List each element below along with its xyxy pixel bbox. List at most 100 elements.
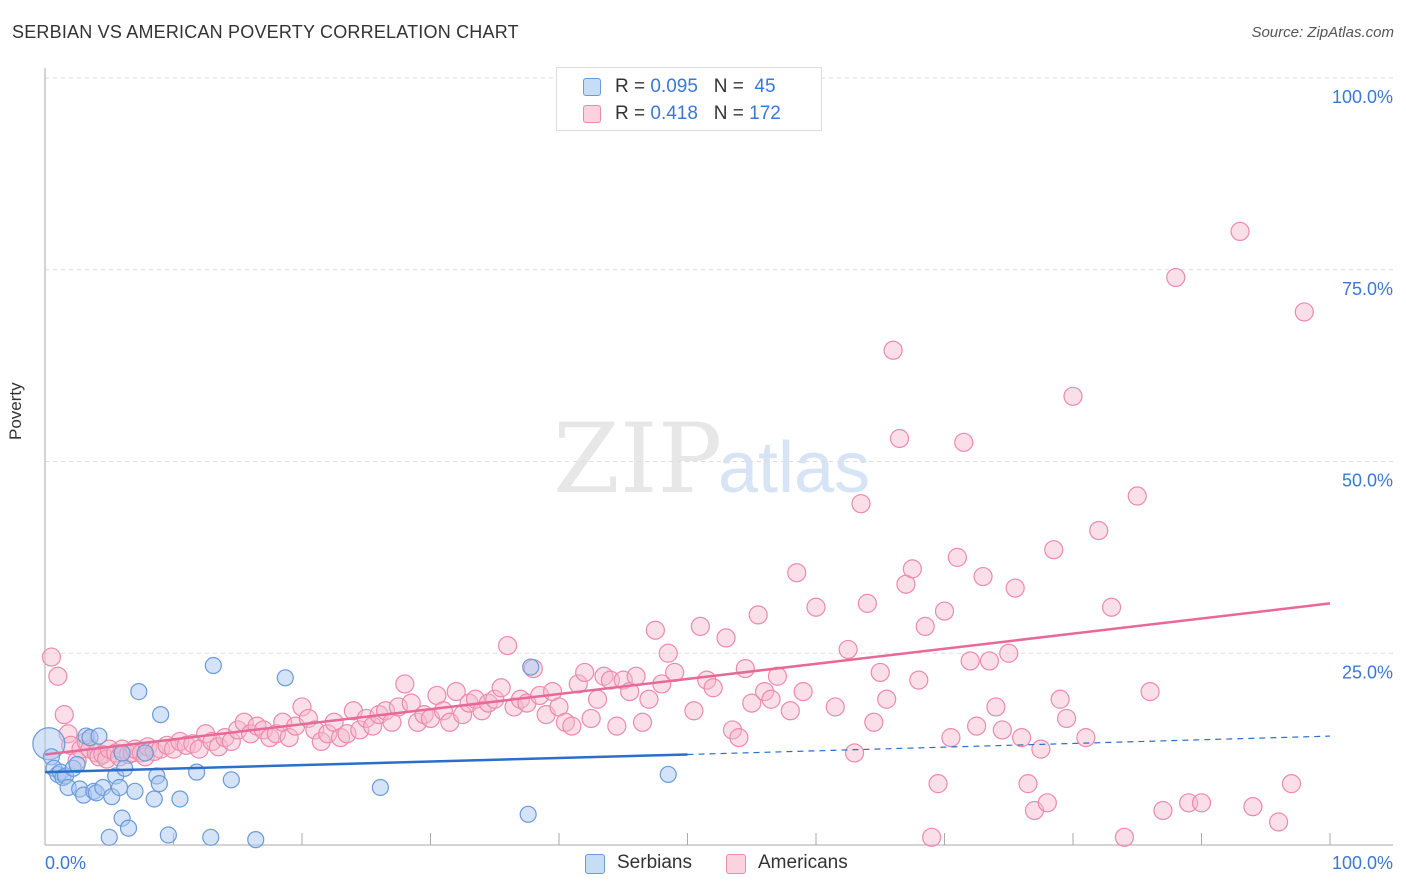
americans-point bbox=[690, 616, 710, 637]
americans-point bbox=[1089, 520, 1109, 541]
serbians-point bbox=[119, 819, 138, 837]
americans-point bbox=[613, 670, 633, 690]
americans-point bbox=[491, 678, 511, 698]
americans-point bbox=[1281, 774, 1302, 794]
americans-point bbox=[928, 774, 948, 794]
americans-point bbox=[1166, 267, 1186, 288]
americans-point bbox=[446, 681, 466, 702]
americans-point bbox=[1011, 728, 1032, 748]
americans-point bbox=[967, 716, 987, 736]
americans-point bbox=[658, 643, 678, 663]
americans-point bbox=[1127, 486, 1147, 506]
serbians-point bbox=[371, 778, 389, 797]
americans-point bbox=[729, 728, 749, 748]
stats-row-serbians: R = 0.095 N = 45 bbox=[557, 74, 821, 100]
americans-point bbox=[408, 712, 428, 732]
americans-point bbox=[1114, 827, 1135, 847]
americans-point bbox=[684, 701, 704, 721]
americans-point bbox=[202, 731, 222, 752]
serbians-point bbox=[145, 790, 163, 808]
americans-swatch bbox=[583, 105, 601, 123]
watermark: ZIP atlas bbox=[553, 403, 870, 515]
serbians-point bbox=[171, 790, 189, 808]
y-tick-label: 100.0% bbox=[1332, 87, 1393, 107]
americans-point bbox=[992, 720, 1012, 740]
y-tick-labels: 25.0% 50.0% 75.0% 100.0% bbox=[1332, 87, 1393, 682]
americans-point bbox=[954, 432, 974, 452]
serbians-trend-extension bbox=[687, 735, 1331, 756]
axes bbox=[44, 68, 1393, 846]
americans-point bbox=[864, 712, 884, 732]
americans-point bbox=[703, 678, 723, 698]
americans-point bbox=[645, 620, 665, 640]
americans-point bbox=[960, 651, 980, 671]
n-label: N = bbox=[713, 76, 750, 97]
americans-point bbox=[1101, 597, 1122, 617]
serbians-point bbox=[247, 831, 265, 849]
americans-point bbox=[979, 651, 1000, 671]
americans-point bbox=[1044, 540, 1064, 560]
x-tick-labels: 0.0% 100.0% bbox=[45, 853, 1393, 873]
americans-point bbox=[1037, 793, 1057, 813]
n-label: N = bbox=[713, 103, 750, 124]
americans-point bbox=[311, 731, 331, 752]
americans-point bbox=[1056, 708, 1077, 729]
americans-point bbox=[973, 566, 993, 587]
americans-point bbox=[787, 563, 807, 583]
americans-point bbox=[607, 716, 627, 736]
americans-point bbox=[877, 689, 897, 709]
americans-point bbox=[941, 728, 961, 748]
americans-points bbox=[41, 221, 1314, 847]
americans-point bbox=[922, 827, 942, 847]
americans-point bbox=[780, 701, 800, 721]
americans-point bbox=[472, 701, 492, 721]
americans-point bbox=[498, 635, 518, 656]
serbians-point bbox=[100, 828, 118, 846]
r-label: R = bbox=[615, 103, 651, 124]
r-value: 0.418 bbox=[650, 103, 698, 124]
serbians-trend-line bbox=[44, 753, 688, 774]
americans-point bbox=[934, 601, 955, 621]
americans-point bbox=[48, 666, 68, 686]
americans-point bbox=[909, 670, 929, 690]
serbians-point bbox=[522, 658, 540, 676]
n-value: 172 bbox=[749, 103, 781, 124]
americans-point bbox=[504, 697, 524, 717]
serbians-point bbox=[202, 828, 220, 846]
americans-point bbox=[986, 697, 1006, 717]
y-tick-label: 75.0% bbox=[1342, 279, 1393, 299]
americans-point bbox=[395, 674, 415, 694]
serbians-point bbox=[188, 763, 206, 781]
americans-point bbox=[318, 724, 338, 744]
stats-legend: R = 0.095 N = 45 R = 0.418 N = 172 bbox=[556, 67, 822, 131]
americans-point bbox=[1140, 681, 1160, 702]
trend-lines bbox=[44, 602, 1331, 774]
americans-point bbox=[915, 616, 935, 637]
serbians-point bbox=[116, 759, 134, 777]
y-tick-label: 25.0% bbox=[1342, 662, 1393, 682]
serbians-point bbox=[159, 826, 177, 844]
americans-point bbox=[754, 681, 775, 702]
americans-point bbox=[1018, 774, 1038, 794]
americans-point bbox=[279, 728, 299, 748]
americans-point bbox=[305, 720, 325, 740]
americans-point bbox=[793, 681, 813, 702]
grid bbox=[45, 77, 1393, 654]
r-value: 0.095 bbox=[650, 76, 698, 97]
americans-point bbox=[292, 697, 312, 717]
r-label: R = bbox=[615, 76, 651, 97]
x-tick-label: 0.0% bbox=[45, 853, 86, 873]
serbians-point bbox=[519, 805, 537, 823]
americans-point bbox=[735, 658, 755, 679]
americans-point bbox=[485, 689, 505, 709]
legend-label-serbians: Serbians bbox=[617, 852, 692, 873]
americans-point bbox=[1294, 302, 1314, 322]
serbians-point bbox=[126, 782, 144, 800]
americans-point bbox=[1005, 578, 1025, 598]
serbians-point bbox=[659, 765, 677, 784]
serbians-point bbox=[276, 669, 294, 687]
americans-point bbox=[176, 735, 196, 755]
americans-point bbox=[626, 666, 646, 686]
americans-point bbox=[889, 428, 910, 449]
